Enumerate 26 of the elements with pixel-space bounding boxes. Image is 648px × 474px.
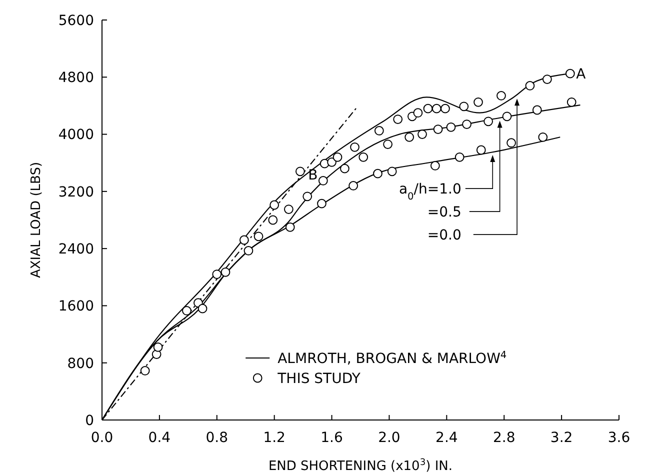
- legend-label: ALMROTH, BROGAN & MARLOW$^{4}$: [278, 349, 507, 367]
- x-tick-label: 2.8: [492, 430, 516, 446]
- x-tick-label: 2.4: [436, 430, 458, 446]
- x-tick-label: 0.0: [90, 430, 114, 446]
- y-tick-label: 0: [85, 412, 94, 429]
- y-tick-label: 4800: [58, 70, 94, 86]
- annotation: =0.0: [427, 227, 462, 244]
- annotation: A: [576, 66, 586, 82]
- x-tick-label: 0.8: [206, 430, 228, 446]
- annotation: a$_{0}$/h=1.0: [398, 181, 462, 202]
- x-tick-label: 3.6: [608, 430, 630, 446]
- x-tick-label: 1.6: [320, 430, 343, 446]
- x-tick-label: 3.2: [550, 430, 573, 446]
- x-tick-label: 2.0: [378, 430, 400, 446]
- x-tick-label: 0.4: [148, 430, 171, 446]
- x-axis-title: END SHORTENING (x10$^{3}$) IN.: [268, 458, 453, 474]
- legend-label: THIS STUDY: [276, 370, 361, 387]
- y-axis-title: AXIAL LOAD (LBS): [29, 162, 44, 278]
- y-tick-label: 800: [67, 356, 94, 372]
- y-tick-label: 5600: [58, 12, 94, 29]
- x-tick-label: 1.2: [263, 430, 286, 446]
- y-tick-label: 3200: [58, 184, 94, 200]
- y-tick-label: 2400: [58, 241, 94, 258]
- annotation: =0.5: [427, 204, 462, 220]
- y-tick-label: 4000: [58, 127, 94, 144]
- y-tick-label: 1600: [58, 298, 94, 315]
